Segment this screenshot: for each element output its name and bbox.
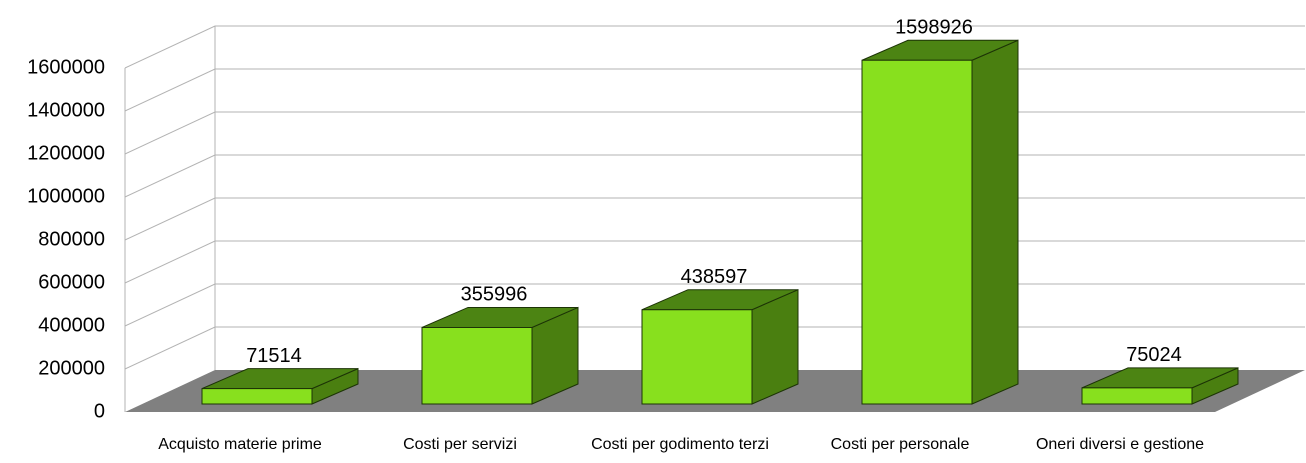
y-tick-label: 1400000 [27,99,105,121]
bar-front [861,59,973,405]
value-label: 1598926 [895,17,973,39]
grid-line [124,68,1305,112]
x-tick-label: Acquisto materie prime [158,436,322,453]
y-tick-label: 800000 [38,228,105,250]
value-label: 75024 [1126,344,1182,366]
bar [861,39,1019,405]
bar [201,367,359,405]
value-label: 438597 [681,266,748,288]
y-tick-label: 1600000 [27,56,105,78]
value-label: 355996 [461,284,528,306]
grid-line [124,197,1305,241]
y-tick-label: 0 [94,400,105,422]
bar [1081,367,1239,405]
x-tick-label: Costi per personale [831,436,970,453]
bar-front [421,326,533,405]
bar-front [201,388,313,405]
bar [421,306,579,405]
grid-line [124,25,1305,69]
grid-line [124,154,1305,198]
y-tick-label: 1000000 [27,185,105,207]
y-tick-label: 1200000 [27,142,105,164]
y-tick-label: 600000 [38,271,105,293]
x-tick-label: Costi per godimento terzi [591,436,769,453]
bar [641,288,799,405]
x-tick-label: Oneri diversi e gestione [1036,436,1204,453]
y-tick-label: 200000 [38,357,105,379]
bar-front [1081,387,1193,405]
value-label: 71514 [246,345,302,367]
bar-side [971,39,1019,405]
x-tick-label: Costi per servizi [403,436,517,453]
grid-line [124,111,1305,155]
bar-front [641,309,753,405]
y-tick-label: 400000 [38,314,105,336]
